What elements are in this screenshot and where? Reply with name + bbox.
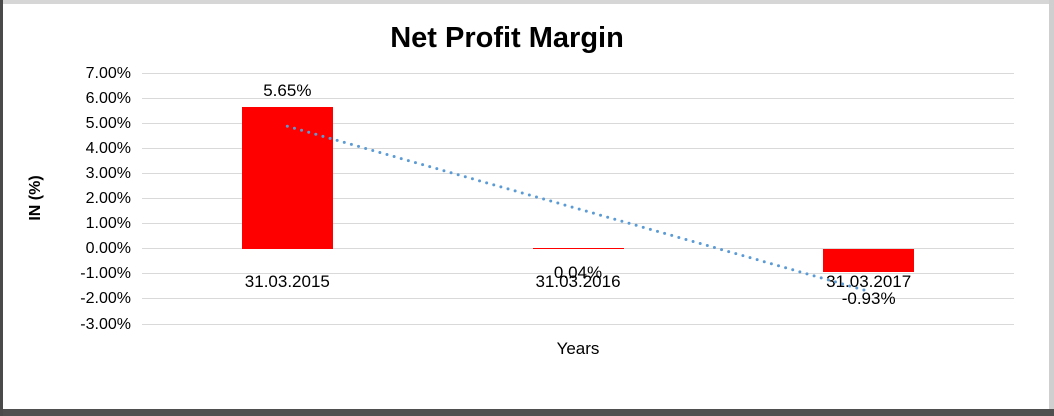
gridline [142, 223, 1014, 225]
y-axis-tick-label: 6.00% [85, 89, 131, 107]
bar-31.03.2017 [823, 248, 915, 273]
y-axis-tick-label: -3.00% [80, 315, 131, 333]
gridline [142, 172, 1014, 174]
chart-border-right [1049, 0, 1054, 416]
trendline [285, 124, 871, 293]
gridline [142, 273, 1014, 275]
data-label: -0.93% [841, 289, 896, 309]
gridline [142, 323, 1014, 325]
gridline [142, 122, 1014, 124]
x-axis-category-label: 31.03.2017 [826, 271, 912, 291]
x-axis-category-label: 31.03.2015 [244, 271, 330, 291]
chart-border-left [0, 0, 3, 416]
gridline [142, 97, 1014, 99]
chart-title: Net Profit Margin [390, 22, 624, 54]
y-axis-tick-label: 1.00% [85, 215, 131, 233]
y-axis-tick-label: -1.00% [80, 265, 131, 283]
chart-border-top [0, 0, 1054, 4]
y-axis-tick-label: 0.00% [85, 240, 131, 258]
chart-border-bottom [0, 409, 1054, 416]
plot-area: 5.65% 31.03.2015 0.04% 31.03.2016 -0.93% 31.0… [142, 72, 1014, 325]
gridline [142, 298, 1014, 300]
y-axis-tick-label: -2.00% [80, 290, 131, 308]
y-axis-tick-label: 7.00% [85, 64, 131, 82]
y-axis-tick-labels: 7.00% 6.00% 5.00% 4.00% 3.00% 2.00% 1.00% 0.00%… [0, 65, 131, 333]
gridline [142, 72, 1014, 74]
gridline [142, 248, 1014, 250]
y-axis-tick-label: 5.00% [85, 114, 131, 132]
y-axis-tick-label: 2.00% [85, 190, 131, 207]
gridline [142, 198, 1014, 199]
y-axis-tick-label: 3.00% [85, 164, 131, 182]
bar-31.03.2016 [532, 247, 624, 249]
gridline [142, 147, 1014, 149]
x-axis-category-label: 31.03.2016 [535, 271, 621, 291]
y-axis-tick-label: 4.00% [85, 139, 131, 157]
data-label: 5.65% [263, 80, 312, 100]
bar-31.03.2015 [241, 106, 333, 249]
data-label: 0.04% [553, 262, 603, 282]
x-axis-title: Years [556, 339, 600, 358]
